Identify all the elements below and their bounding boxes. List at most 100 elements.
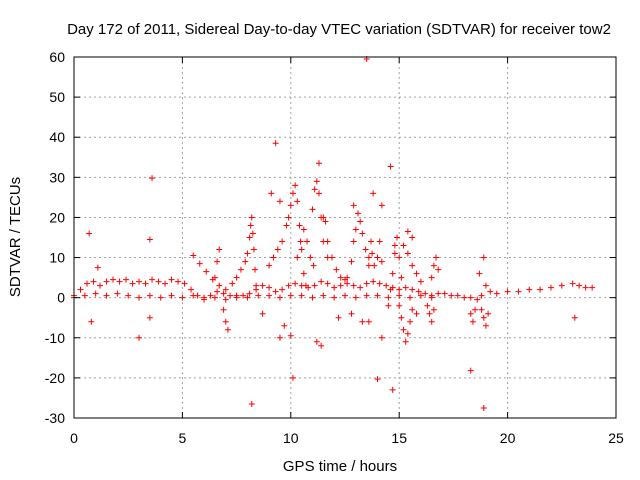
data-point — [168, 276, 175, 283]
y-tick-label: 30 — [49, 169, 65, 185]
data-point — [389, 270, 396, 277]
data-point — [136, 278, 143, 285]
data-point — [149, 175, 156, 182]
data-point — [287, 332, 294, 339]
data-point — [81, 292, 88, 299]
data-point — [383, 282, 390, 289]
data-point — [359, 230, 366, 237]
data-point — [222, 318, 229, 325]
data-point — [136, 334, 143, 341]
data-point — [428, 294, 435, 301]
data-point — [201, 296, 208, 303]
data-point — [196, 260, 203, 267]
data-point — [300, 270, 307, 277]
data-point — [283, 222, 290, 229]
data-point — [407, 318, 414, 325]
data-point — [315, 160, 322, 167]
data-point — [391, 242, 398, 249]
data-point — [276, 294, 283, 301]
data-point — [315, 190, 322, 197]
data-point — [376, 238, 383, 245]
data-point — [227, 292, 234, 299]
data-point — [237, 266, 244, 273]
data-point — [480, 254, 487, 261]
data-point — [229, 280, 236, 287]
x-tick-label: 15 — [391, 430, 407, 446]
data-point — [385, 294, 392, 301]
data-point — [402, 284, 409, 291]
data-point — [378, 258, 385, 265]
y-tick-label: -10 — [45, 330, 65, 346]
data-point — [292, 280, 299, 287]
data-point — [576, 282, 583, 289]
data-point — [289, 374, 296, 381]
data-point — [155, 278, 162, 285]
data-point — [396, 254, 403, 261]
data-point — [247, 222, 254, 229]
data-point — [216, 246, 223, 253]
data-point — [168, 292, 175, 299]
data-point — [385, 302, 392, 309]
data-point — [335, 314, 342, 321]
data-point — [116, 278, 123, 285]
data-point — [203, 268, 210, 275]
data-point — [92, 290, 99, 297]
data-point — [504, 288, 511, 295]
data-point — [480, 314, 487, 321]
data-point — [224, 326, 231, 333]
data-point — [478, 292, 485, 299]
data-point — [311, 282, 318, 289]
data-point — [249, 230, 256, 237]
data-point — [417, 292, 424, 299]
data-point — [279, 238, 286, 245]
data-point — [428, 318, 435, 325]
data-point — [467, 294, 474, 301]
data-point — [216, 282, 223, 289]
data-point — [413, 270, 420, 277]
data-point — [214, 258, 221, 265]
data-point — [376, 280, 383, 287]
data-point — [309, 206, 316, 213]
data-point — [285, 214, 292, 221]
data-point — [422, 290, 429, 297]
data-point — [181, 280, 188, 287]
data-point — [103, 292, 110, 299]
data-point — [322, 218, 329, 225]
x-tick-label: 0 — [70, 430, 78, 446]
data-point — [146, 236, 153, 243]
data-point — [94, 264, 101, 271]
data-point — [285, 282, 292, 289]
data-point — [424, 302, 431, 309]
data-point — [435, 266, 442, 273]
data-point — [313, 178, 320, 185]
data-point — [211, 274, 218, 281]
y-tick-label: 20 — [49, 209, 65, 225]
data-point — [279, 286, 286, 293]
data-point — [248, 214, 255, 221]
data-point — [355, 210, 362, 217]
data-point — [482, 322, 489, 329]
data-point — [400, 326, 407, 333]
data-point — [244, 250, 251, 257]
x-tick-label: 5 — [179, 430, 187, 446]
data-point — [487, 288, 494, 295]
data-point — [88, 318, 95, 325]
data-point — [252, 266, 259, 273]
data-point — [259, 282, 266, 289]
data-point — [350, 202, 357, 209]
data-point — [359, 318, 366, 325]
data-point — [571, 314, 578, 321]
y-tick-label: 60 — [49, 49, 65, 65]
data-point — [294, 254, 301, 261]
data-point — [350, 282, 357, 289]
data-point — [220, 306, 227, 313]
data-point — [387, 286, 394, 293]
data-point — [344, 280, 351, 287]
data-point — [331, 284, 338, 291]
data-point — [246, 234, 253, 241]
data-point — [244, 294, 251, 301]
data-point — [179, 294, 186, 301]
data-point — [357, 284, 364, 291]
data-point — [272, 288, 279, 295]
data-point — [272, 140, 279, 147]
